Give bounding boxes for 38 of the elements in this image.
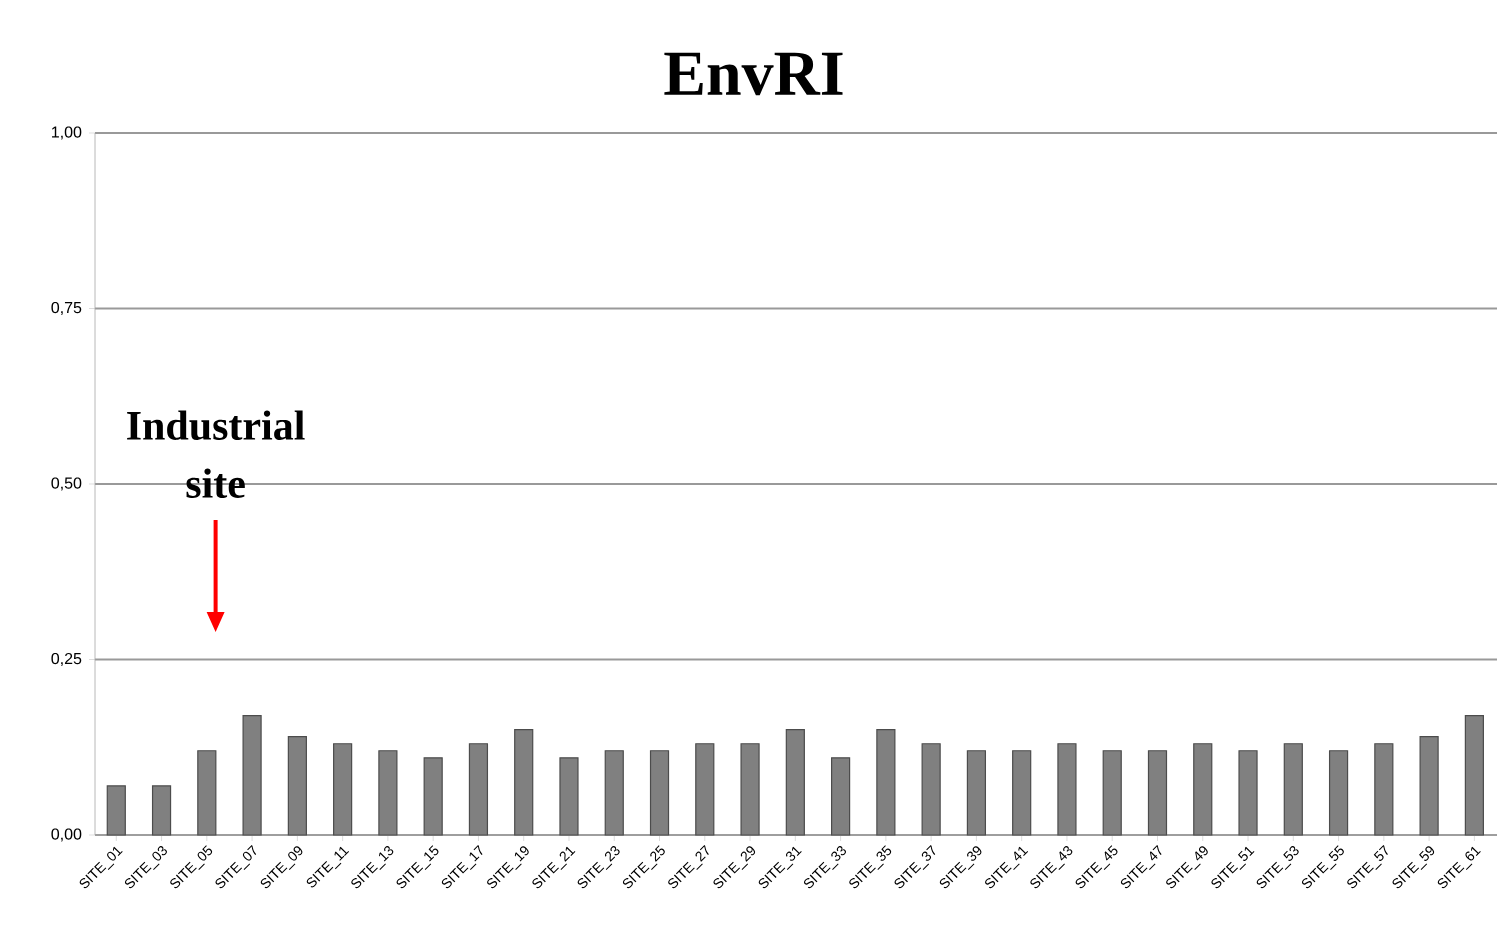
bar	[1283, 743, 1303, 836]
bar	[1419, 736, 1439, 836]
bar	[966, 750, 987, 836]
bar	[695, 743, 715, 836]
y-tick-label: 1,00	[52, 126, 82, 140]
bar	[785, 729, 805, 836]
bar	[514, 729, 534, 836]
bar	[378, 750, 398, 836]
bar	[423, 757, 443, 836]
bar	[1374, 743, 1394, 836]
chart-title: EnvRI	[664, 52, 843, 96]
bar	[1464, 715, 1484, 836]
bar	[831, 757, 851, 836]
annotation: Industrial site	[127, 410, 305, 498]
bar	[740, 743, 760, 836]
y-tick-label: 0,50	[51, 477, 82, 491]
bar	[468, 743, 489, 836]
bar	[604, 750, 624, 836]
bar	[1012, 750, 1032, 836]
bar	[1193, 743, 1213, 836]
bar	[333, 743, 353, 836]
bar	[876, 729, 896, 836]
bar	[921, 743, 941, 836]
bar	[559, 757, 579, 836]
bar	[106, 785, 126, 836]
bar	[1147, 750, 1168, 836]
bar	[242, 715, 262, 836]
bar	[287, 736, 307, 836]
bar	[1238, 750, 1258, 836]
bar	[151, 785, 172, 836]
y-tick-label: 0,25	[51, 652, 82, 667]
bar	[649, 750, 670, 836]
bar	[1328, 750, 1349, 836]
y-tick-label: 0,75	[51, 301, 82, 316]
bar	[197, 750, 217, 836]
y-tick-label: 0,00	[51, 828, 82, 842]
bar	[1057, 743, 1077, 836]
bar	[1102, 750, 1122, 836]
